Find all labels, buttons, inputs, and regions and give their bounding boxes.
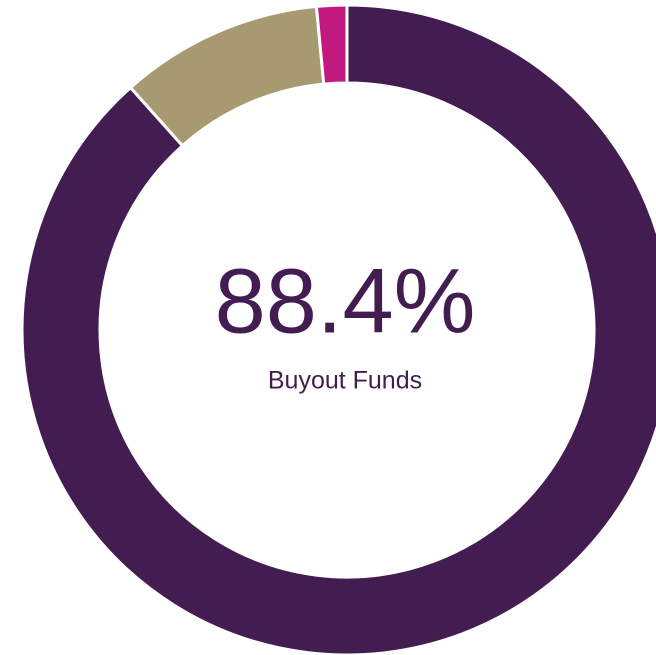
donut-segment xyxy=(20,3,656,655)
donut-segment xyxy=(314,3,349,86)
center-value: 88.4% xyxy=(215,250,476,352)
center-label: Buyout Funds xyxy=(268,367,422,395)
